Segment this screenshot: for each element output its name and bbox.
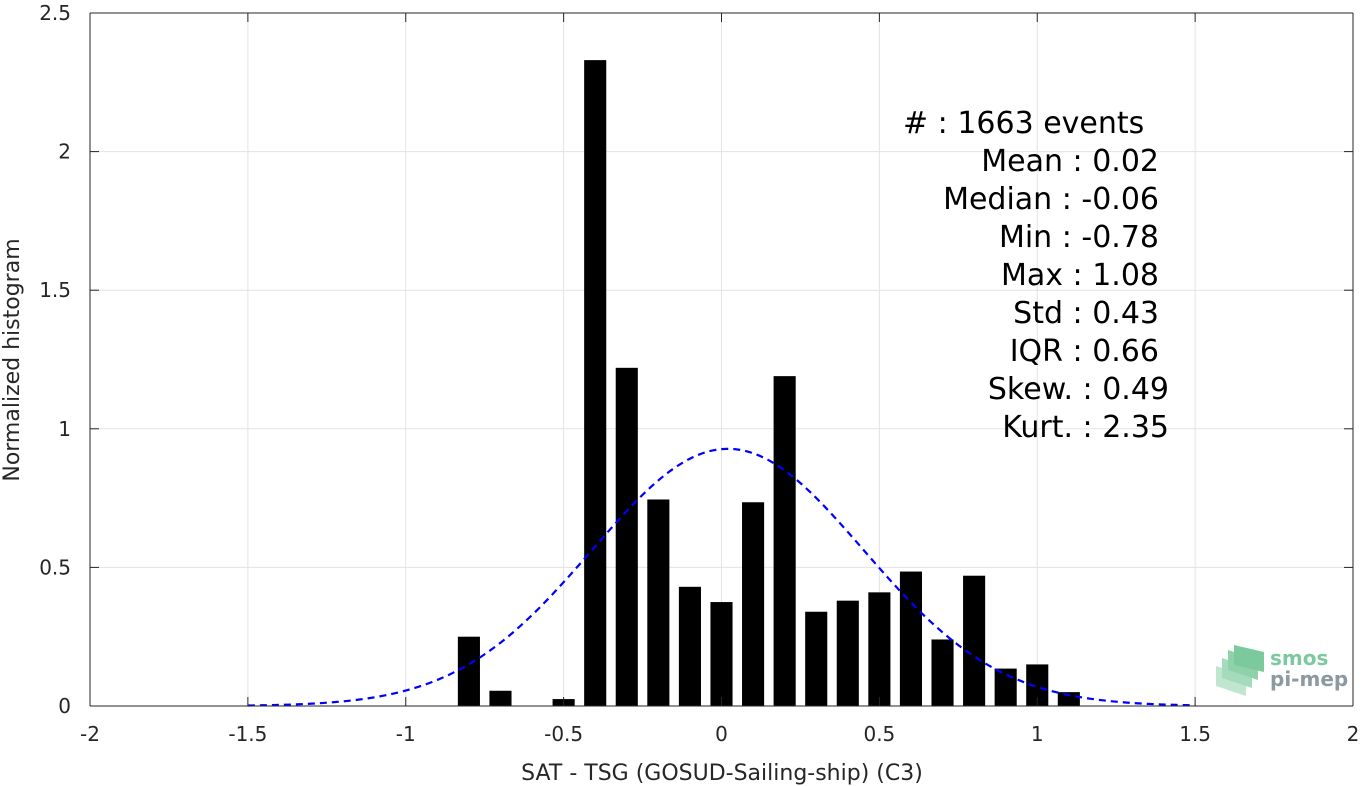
histogram-bar	[805, 611, 828, 706]
y-axis-label: Normalized histogram	[0, 238, 25, 481]
stats-box: # : 1663 events Mean : 0.02 Median : -0.…	[903, 106, 1169, 445]
x-tick-label: 1	[1031, 722, 1044, 746]
histogram-bar	[868, 592, 891, 706]
stats-kurt: Kurt. : 2.35	[1002, 410, 1169, 445]
stats-std: Std : 0.43	[1013, 296, 1159, 331]
stats-events: # : 1663 events	[903, 106, 1144, 141]
histogram-bars	[457, 60, 1080, 706]
histogram-bar	[647, 499, 670, 706]
x-tick-label: -1	[396, 722, 416, 746]
histogram-bar	[1026, 664, 1049, 706]
histogram-bar	[773, 376, 796, 706]
y-tick-label: 0	[58, 694, 71, 718]
x-tick-label: 1.5	[1179, 722, 1211, 746]
histogram-bar	[963, 575, 986, 706]
x-tick-label: -0.5	[544, 722, 583, 746]
stats-iqr: IQR : 0.66	[1010, 334, 1159, 369]
y-tick-label: 2.5	[39, 1, 71, 25]
x-tick-label: -1.5	[228, 722, 267, 746]
histogram-bar	[457, 636, 480, 706]
histogram-bar	[899, 571, 923, 706]
stats-skew: Skew. : 0.49	[988, 372, 1169, 407]
x-tick-label: 0.5	[863, 722, 895, 746]
histogram-bar	[836, 600, 859, 706]
axes-frame	[89, 12, 1354, 707]
gaussian-fit-curve	[247, 447, 1196, 707]
stats-max: Max : 1.08	[1001, 258, 1159, 293]
y-tick-label: 0.5	[39, 555, 71, 579]
y-tick-label: 1.5	[39, 278, 71, 302]
y-tick-label: 1	[58, 417, 71, 441]
histogram-bar	[931, 639, 954, 706]
logo-text-smos: smos	[1270, 646, 1328, 670]
x-tick-label: -2	[80, 722, 100, 746]
stats-mean: Mean : 0.02	[981, 144, 1159, 179]
y-tick-label: 2	[58, 140, 71, 164]
y-tick-labels: 0 0.5 1 1.5 2 2.5	[39, 1, 71, 718]
logo-layers-icon	[1216, 645, 1264, 696]
histogram-bar	[742, 502, 765, 706]
histogram-bar	[678, 586, 701, 706]
histogram-bar	[489, 690, 512, 706]
x-tick-label: 0	[715, 722, 728, 746]
x-tick-label: 2	[1347, 722, 1360, 746]
histogram-bar	[1057, 692, 1080, 706]
smos-pimep-logo: smos pi-mep	[1216, 645, 1348, 696]
x-tick-labels: -2 -1.5 -1 -0.5 0 0.5 1 1.5 2	[80, 722, 1359, 746]
histogram-bar	[584, 60, 607, 706]
stats-median: Median : -0.06	[943, 182, 1159, 217]
histogram-bar	[994, 668, 1017, 706]
x-axis-label: SAT - TSG (GOSUD-Sailing-ship) (C3)	[521, 761, 923, 786]
histogram-bar	[615, 367, 638, 706]
histogram-bar	[710, 602, 733, 706]
stats-min: Min : -0.78	[999, 220, 1159, 255]
logo-text-pimep: pi-mep	[1270, 667, 1348, 691]
